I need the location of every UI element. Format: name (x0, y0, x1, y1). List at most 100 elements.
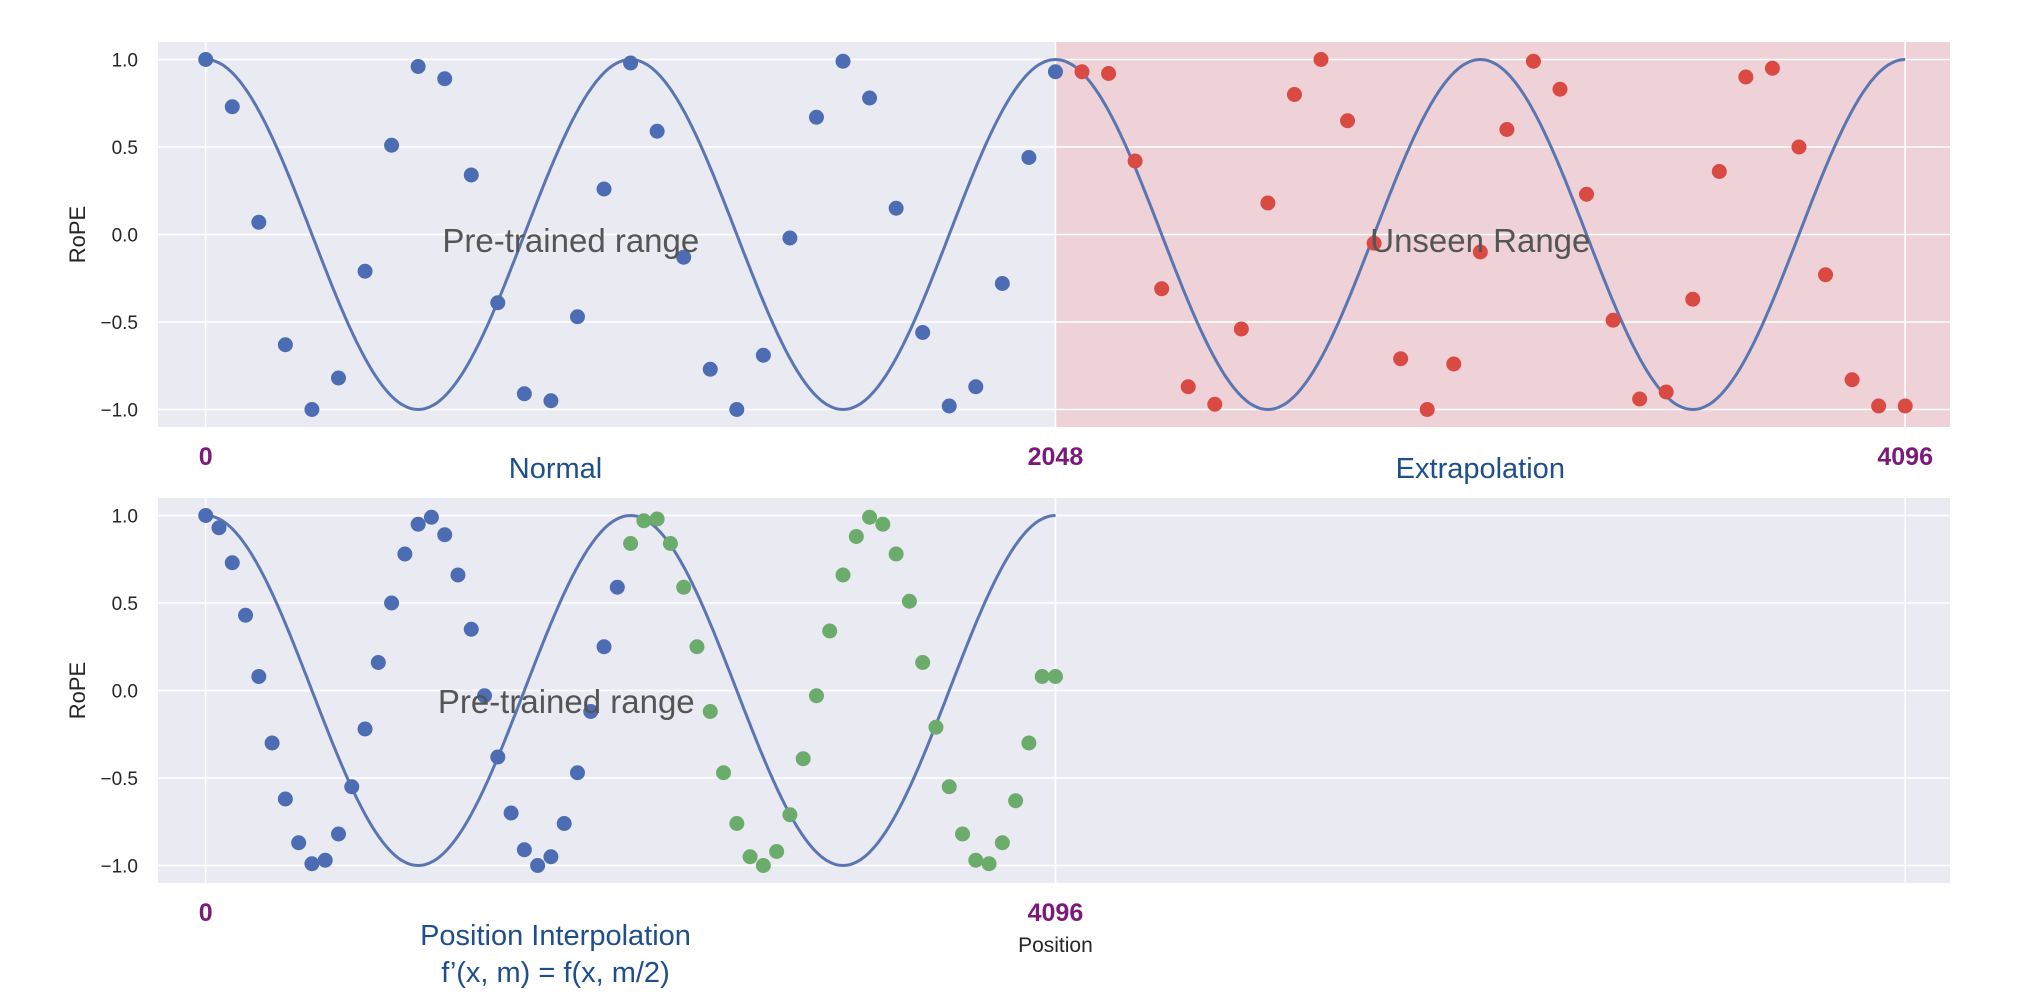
data-point-pre-trained (291, 835, 307, 851)
position-label: 4096 (1877, 443, 1933, 471)
data-point-unseen (1393, 351, 1409, 367)
data-point-interpolated (742, 849, 758, 865)
data-point-pre-trained (477, 688, 493, 704)
data-point-pre-trained (862, 90, 878, 106)
data-point-interpolated (689, 639, 705, 655)
y-tick-label: 0.0 (112, 682, 138, 703)
data-point-pre-trained (224, 555, 240, 571)
data-point-unseen (1711, 164, 1727, 179)
data-point-interpolated (662, 536, 678, 551)
data-point-unseen (1658, 384, 1674, 400)
y-tick-label: 0.5 (112, 138, 138, 159)
range-annotation: Pre-trained range (438, 683, 695, 720)
data-point-pre-trained (397, 546, 413, 562)
data-point-unseen (1632, 391, 1648, 407)
data-point-unseen (1525, 53, 1541, 69)
data-point-unseen (1101, 66, 1117, 81)
y-tick-label: −1.0 (100, 401, 138, 422)
data-point-pre-trained (1021, 150, 1037, 165)
data-point-interpolated (649, 511, 665, 527)
data-point-pre-trained (649, 123, 665, 139)
data-point-unseen (1340, 113, 1356, 129)
x-axis-label: Position (1018, 934, 1093, 957)
rope-curve-line (205, 57, 1906, 412)
data-point-unseen (1818, 267, 1834, 283)
data-point-interpolated (1021, 735, 1037, 751)
data-point-pre-trained (543, 849, 559, 865)
data-point-unseen (1897, 398, 1913, 414)
data-point-unseen (1764, 60, 1780, 76)
data-point-interpolated (994, 835, 1010, 851)
data-point-pre-trained (755, 347, 771, 363)
data-point-interpolated (928, 719, 944, 735)
y-tick-label: −0.5 (100, 313, 138, 334)
data-point-interpolated (795, 751, 811, 767)
y-tick-label: 1.0 (112, 51, 138, 72)
data-point-pre-trained (556, 816, 572, 831)
data-point-interpolated (822, 623, 838, 639)
range-annotation: Pre-trained range (442, 222, 699, 259)
data-point-unseen (1180, 379, 1196, 395)
data-point-pre-trained (357, 263, 373, 279)
data-point-interpolated (915, 655, 931, 670)
data-point-pre-trained (503, 805, 519, 821)
y-tick-label: −0.5 (100, 769, 138, 790)
data-point-interpolated (848, 529, 864, 544)
data-point-interpolated (782, 807, 798, 823)
data-point-interpolated (888, 546, 904, 562)
data-point-pre-trained (968, 379, 984, 395)
data-point-pre-trained (437, 527, 453, 543)
position-label: 2048 (1028, 443, 1084, 471)
position-label: 4096 (1028, 899, 1084, 927)
data-point-pre-trained (463, 167, 479, 183)
data-point-interpolated (941, 779, 957, 795)
data-point-pre-trained (277, 791, 293, 807)
data-point-pre-trained (569, 309, 585, 325)
panel-top-normal-extrapolation: −1.0 −0.5 0.0 0.5 1.0 RoPE Pre-trained range Un… (65, 42, 1950, 485)
data-point-pre-trained (437, 71, 453, 87)
data-point-pre-trained (530, 858, 546, 873)
data-point-pre-trained (543, 393, 559, 409)
data-point-pre-trained (835, 53, 851, 69)
data-point-pre-trained (450, 567, 466, 583)
position-label: 0 (199, 443, 213, 471)
data-point-pre-trained (198, 508, 214, 523)
data-point-interpolated (835, 567, 851, 583)
panel-caption: Extrapolation (1396, 453, 1565, 485)
data-point-pre-trained (676, 249, 692, 265)
data-point-pre-trained (623, 55, 639, 71)
data-point-interpolated (702, 704, 718, 719)
data-point-interpolated (1047, 669, 1063, 684)
data-point-pre-trained (384, 595, 400, 611)
data-point-interpolated (901, 593, 917, 609)
data-point-pre-trained (410, 516, 426, 532)
data-point-unseen (1579, 186, 1595, 202)
data-point-unseen (1074, 64, 1090, 80)
data-point-interpolated (729, 816, 745, 831)
data-point-interpolated (755, 858, 771, 873)
panel-caption: f’(x, m) = f(x, m/2) (441, 957, 670, 989)
data-point-pre-trained (370, 655, 386, 670)
data-point-pre-trained (729, 402, 745, 417)
data-point-interpolated (955, 826, 971, 842)
data-point-interpolated (1034, 669, 1050, 684)
data-point-unseen (1260, 195, 1276, 211)
data-point-pre-trained (238, 607, 254, 623)
data-point-interpolated (623, 536, 639, 551)
data-point-unseen (1446, 356, 1462, 372)
data-point-pre-trained (357, 721, 373, 737)
data-point-pre-trained (609, 579, 625, 595)
y-tick-label: 0.5 (112, 594, 138, 615)
rope-curve-line (205, 513, 1056, 868)
panel-bottom-position-interpolation: −1.0 −0.5 0.0 0.5 1.0 RoPE Pre-trained range 0 4… (65, 498, 1950, 989)
data-point-interpolated (968, 852, 984, 868)
position-label: 0 (199, 899, 213, 927)
data-point-pre-trained (490, 295, 506, 311)
data-point-pre-trained (516, 842, 532, 858)
data-point-interpolated (676, 579, 692, 595)
data-point-pre-trained (423, 509, 439, 525)
data-point-pre-trained (888, 200, 904, 216)
data-point-unseen (1366, 235, 1382, 251)
data-point-unseen (1791, 139, 1807, 155)
